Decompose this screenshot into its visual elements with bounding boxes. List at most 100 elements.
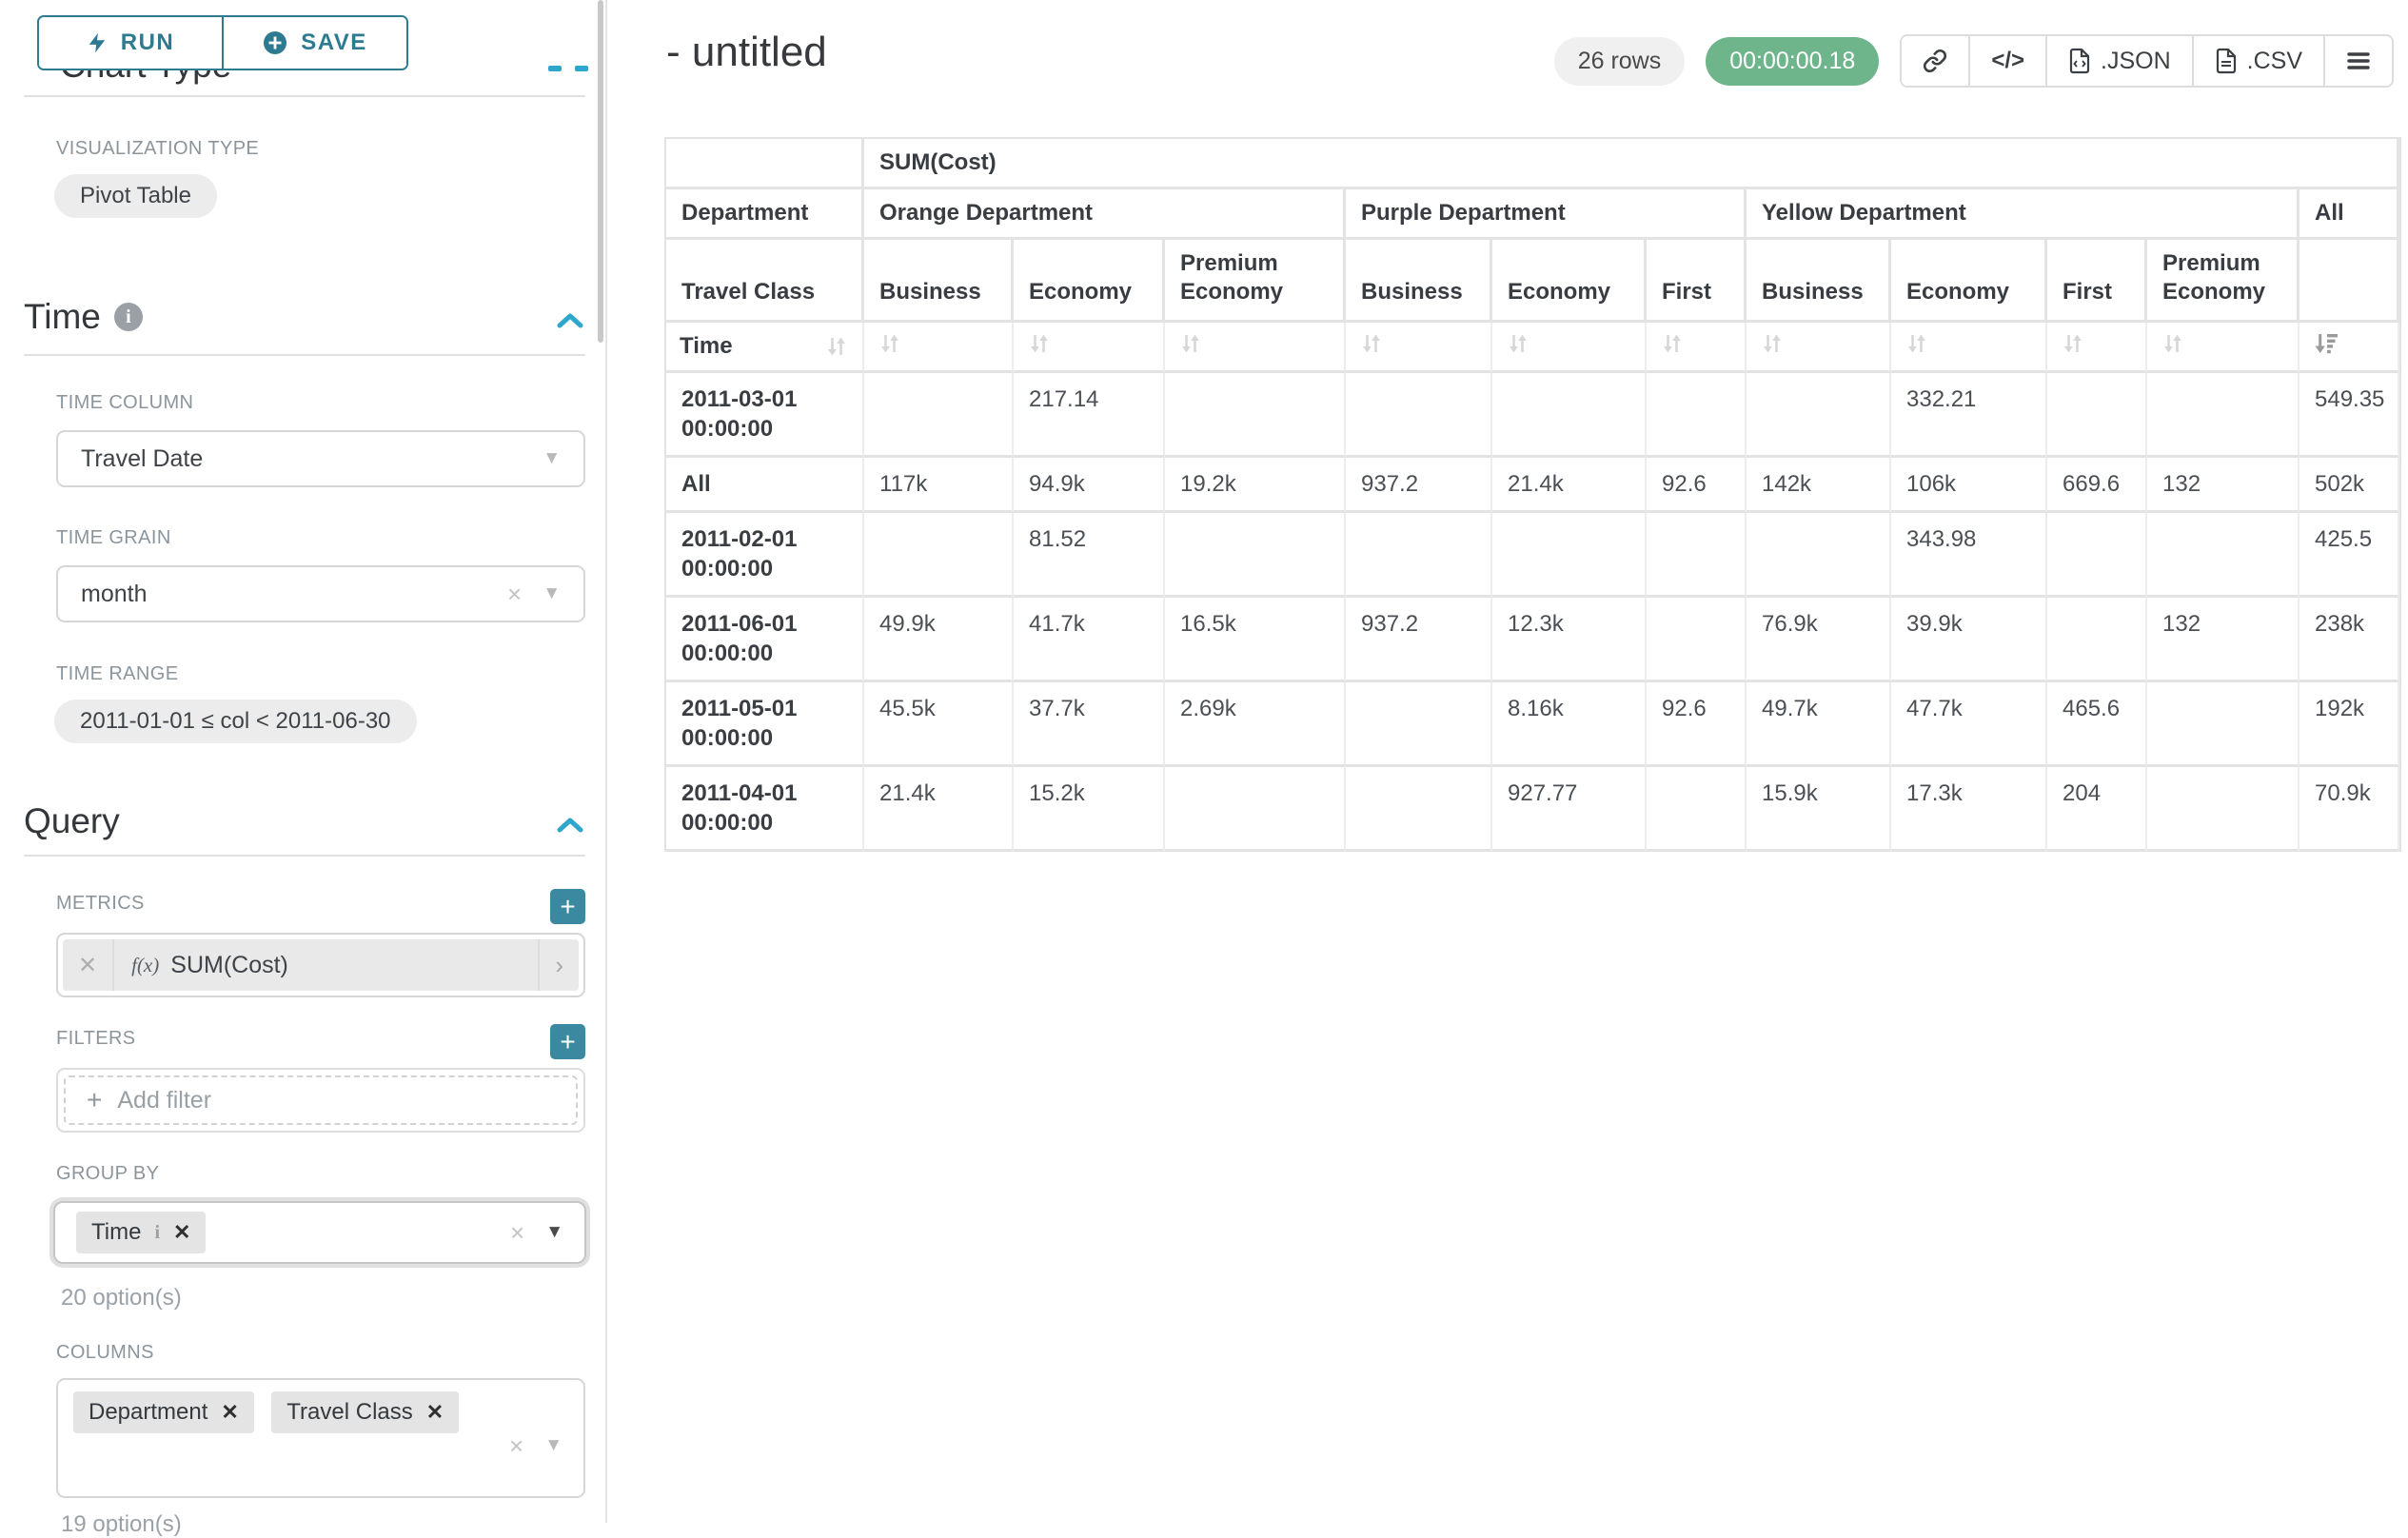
sort-cell[interactable]: [1014, 323, 1165, 373]
chevron-down-icon[interactable]: ▼: [543, 583, 561, 603]
value-cell: 217.14: [1014, 373, 1165, 458]
value-cell: 70.9k: [2299, 767, 2400, 852]
clear-icon[interactable]: ×: [510, 1218, 525, 1247]
remove-tag-icon[interactable]: ✕: [425, 1400, 444, 1424]
value-cell: [1346, 767, 1492, 852]
query-duration-badge: 00:00:00.18: [1706, 36, 1880, 86]
value-cell: 92.6: [1647, 682, 1747, 767]
section-divider: [24, 95, 585, 97]
section-divider: [24, 855, 585, 857]
columns-tag: Department ✕: [73, 1391, 254, 1433]
group-by-select[interactable]: Time i ✕ × ▼: [53, 1201, 586, 1264]
filters-label: FILTERS: [56, 1028, 136, 1049]
remove-tag-icon[interactable]: ✕: [173, 1220, 191, 1244]
add-filter-plus-button[interactable]: +: [550, 1024, 585, 1059]
row-time-label: All: [666, 458, 864, 513]
value-cell: [1647, 513, 1747, 598]
run-label: RUN: [120, 30, 175, 55]
row-dimension-header: Department: [666, 189, 864, 240]
sort-cell[interactable]: [1647, 323, 1747, 373]
chevron-up-icon[interactable]: [556, 311, 584, 330]
department-header-row: Department Orange Department Purple Depa…: [666, 189, 2400, 240]
sort-cell[interactable]: [1492, 323, 1647, 373]
sort-descending-cell[interactable]: [2299, 323, 2400, 373]
save-button[interactable]: SAVE: [222, 17, 406, 69]
expand-metric-icon[interactable]: ›: [538, 939, 579, 991]
sort-cell[interactable]: [2047, 323, 2147, 373]
sort-icon: [1031, 334, 1048, 352]
value-cell: 19.2k: [1165, 458, 1346, 513]
table-row: 2011-06-01 00:00:00 49.9k 41.7k 16.5k 937.2 1…: [666, 598, 2400, 682]
columns-tag: Travel Class ✕: [271, 1391, 460, 1433]
add-metric-button[interactable]: +: [550, 889, 585, 924]
chevron-down-icon[interactable]: ▼: [545, 1222, 563, 1242]
sort-cell[interactable]: [864, 323, 1014, 373]
chevron-down-icon[interactable]: ▼: [543, 448, 561, 468]
value-cell: [1647, 767, 1747, 852]
value-cell: [1492, 513, 1647, 598]
sort-cell[interactable]: [2147, 323, 2299, 373]
time-range-pill[interactable]: 2011-01-01 ≤ col < 2011-06-30: [54, 700, 417, 743]
clipped-icon: [548, 66, 562, 71]
sort-cell[interactable]: [1891, 323, 2047, 373]
export-csv-button[interactable]: .CSV: [2191, 36, 2323, 86]
view-query-button[interactable]: </>: [1968, 36, 2046, 86]
value-cell: 343.98: [1891, 513, 2047, 598]
code-icon: </>: [1991, 48, 2025, 73]
time-column-select[interactable]: Travel Date ▼: [56, 430, 585, 487]
add-filter-button[interactable]: + Add filter: [64, 1075, 578, 1125]
table-row: 2011-03-01 00:00:00 217.14 332.21 549.35: [666, 373, 2400, 458]
plus-circle-icon: [264, 31, 287, 54]
row-time-label: 2011-05-01 00:00:00: [666, 682, 864, 767]
metric-pill[interactable]: ✕ f(x) SUM(Cost) ›: [63, 939, 579, 991]
visualization-type-pill[interactable]: Pivot Table: [54, 174, 217, 218]
copy-link-button[interactable]: [1902, 36, 1969, 86]
sort-icon: [1182, 334, 1199, 352]
value-cell: 76.9k: [1747, 598, 1891, 682]
time-header-label: Time: [680, 333, 733, 359]
value-cell: [1165, 373, 1346, 458]
sort-icon: [881, 334, 898, 352]
add-filter-label: Add filter: [117, 1086, 212, 1114]
export-csv-label: .CSV: [2246, 47, 2302, 74]
value-cell: [2147, 682, 2299, 767]
info-icon: i: [113, 303, 143, 331]
time-sort-cell[interactable]: Time: [666, 323, 864, 373]
export-json-button[interactable]: .JSON: [2045, 36, 2192, 86]
chart-panel: - untitled 26 rows 00:00:00.18 </> .JSON…: [617, 0, 2408, 1523]
sort-cell[interactable]: [1165, 323, 1346, 373]
sub-column-header: Economy: [1891, 240, 2047, 323]
run-button[interactable]: RUN: [39, 17, 222, 69]
time-grain-select[interactable]: month × ▼: [56, 565, 585, 622]
more-menu-button[interactable]: [2323, 36, 2392, 86]
remove-tag-icon[interactable]: ✕: [221, 1400, 239, 1424]
remove-metric-icon[interactable]: ✕: [63, 939, 115, 991]
columns-options-hint: 19 option(s): [61, 1511, 182, 1537]
value-cell: 41.7k: [1014, 598, 1165, 682]
columns-select[interactable]: Department ✕ Travel Class ✕ × ▼: [56, 1378, 585, 1498]
sort-icon[interactable]: [824, 334, 849, 359]
chevron-down-icon[interactable]: ▼: [544, 1435, 563, 1455]
link-icon: [1924, 49, 1947, 73]
column-group-header: Yellow Department: [1747, 189, 2299, 240]
query-section-title: Query: [24, 801, 120, 840]
sort-icon: [1908, 334, 1925, 352]
chart-title[interactable]: - untitled: [666, 29, 827, 75]
sort-cell[interactable]: [1747, 323, 1891, 373]
time-grain-label: TIME GRAIN: [56, 527, 171, 548]
sub-column-header: First: [2047, 240, 2147, 323]
sort-cell[interactable]: [1346, 323, 1492, 373]
chevron-up-icon[interactable]: [556, 816, 584, 835]
clear-icon[interactable]: ×: [509, 1431, 524, 1460]
sub-column-header: Economy: [1014, 240, 1165, 323]
time-column-value: Travel Date: [81, 444, 204, 472]
value-cell: [1165, 513, 1346, 598]
value-cell: 47.7k: [1891, 682, 2047, 767]
value-cell: 132: [2147, 598, 2299, 682]
clear-icon[interactable]: ×: [507, 580, 523, 608]
value-cell: 49.9k: [864, 598, 1014, 682]
sidebar-scrollbar[interactable]: [598, 0, 603, 343]
value-cell: [1747, 513, 1891, 598]
group-by-tag-label: Time: [91, 1219, 142, 1245]
sort-icon: [1764, 334, 1781, 352]
